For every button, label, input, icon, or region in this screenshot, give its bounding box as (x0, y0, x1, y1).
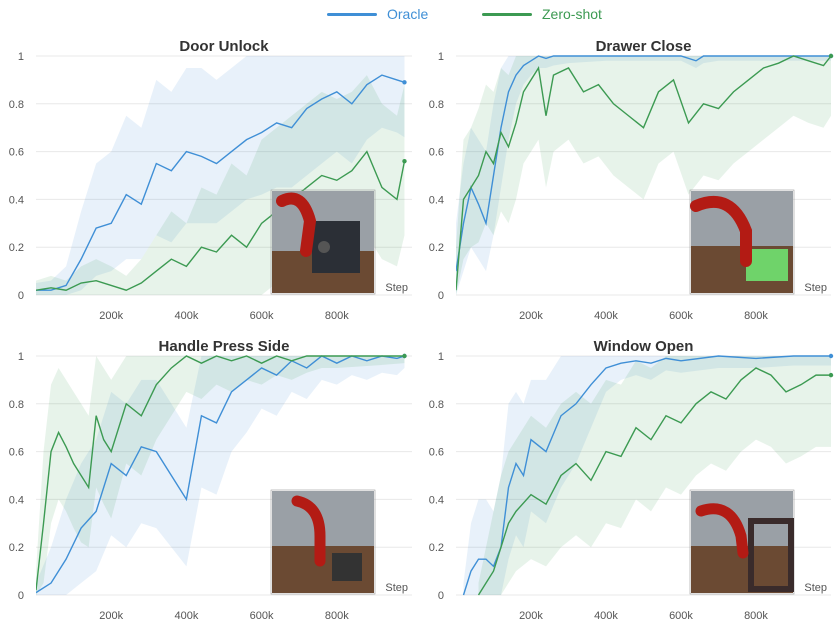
band-zero-shot (456, 56, 831, 295)
inset-robot-render (270, 189, 376, 295)
line-zero-shot[interactable] (456, 55, 831, 291)
line-oracle[interactable] (36, 355, 405, 594)
y-tick-label: 0.2 (9, 242, 24, 254)
line-oracle[interactable] (462, 355, 832, 596)
x-tick-label: 800k (744, 610, 768, 622)
x-tick-label: 600k (669, 610, 693, 622)
x-tick-label: 600k (669, 310, 693, 322)
legend-swatch-zeroshot (482, 12, 532, 16)
band-zero-shot (36, 356, 405, 595)
chart-svg-drawer-close: Drawer Close 0 0.2 0.4 0.6 0.8 1 200k 400k 600k 80… (429, 38, 834, 322)
x-tick-label: 400k (174, 310, 198, 322)
panel-door-unlock: Door Unlock 0 0.2 0.4 0.6 0.8 1 200k 400k 600k 800… (0, 34, 420, 330)
y-tick-label: 0.2 (429, 242, 444, 254)
y-tick-label: 0.8 (9, 399, 24, 411)
inset-robot-render (270, 489, 376, 595)
y-tick-label: 0.6 (9, 447, 24, 459)
endpoint-zero-shot (828, 53, 834, 59)
line-oracle[interactable] (456, 55, 831, 272)
y-tick-label: 0.4 (9, 194, 24, 206)
panel-window-open: Window Open 0 0.2 0.4 0.6 0.8 1 200k 400k 600k 800… (420, 334, 839, 630)
y-tick-label: 0.8 (429, 399, 444, 411)
x-tick-label: 600k (250, 310, 274, 322)
x-tick-label: 800k (325, 310, 349, 322)
x-tick-label: 600k (250, 610, 274, 622)
inset-robot-render (689, 489, 795, 595)
legend-item-oracle[interactable]: Oracle (327, 6, 428, 22)
x-tick-label: 200k (519, 310, 543, 322)
inset-frame (270, 189, 376, 295)
endpoint-zero-shot (828, 372, 834, 378)
y-tick-label: 0.8 (429, 99, 444, 111)
panel-handle-press-side: Handle Press Side 0 0.2 0.4 0.6 0.8 1 200k 400k 6… (0, 334, 420, 630)
line-zero-shot[interactable] (477, 367, 832, 596)
x-tick-label: 400k (594, 610, 618, 622)
x-axis-label: Step (804, 582, 827, 594)
legend-label-zeroshot: Zero-shot (542, 6, 602, 22)
y-tick-label: 0 (18, 290, 24, 302)
y-tick-label: 0.6 (429, 147, 444, 159)
y-tick-label: 1 (18, 351, 24, 363)
x-tick-label: 200k (99, 610, 123, 622)
chart-svg-handle-press-side: Handle Press Side 0 0.2 0.4 0.6 0.8 1 200k 400k 6… (9, 338, 412, 622)
y-tick-label: 0.2 (9, 542, 24, 554)
y-tick-label: 0 (438, 590, 444, 602)
endpoint-oracle (402, 80, 407, 85)
y-tick-label: 1 (18, 51, 24, 63)
line-zero-shot[interactable] (36, 355, 405, 591)
inset-frame (689, 189, 795, 295)
x-axis-label: Step (385, 582, 408, 594)
y-tick-label: 0 (18, 590, 24, 602)
y-tick-label: 1 (438, 51, 444, 63)
y-tick-label: 0.6 (9, 147, 24, 159)
legend-swatch-oracle (327, 12, 377, 16)
endpoint-zero-shot (402, 353, 407, 359)
y-tick-label: 0.4 (9, 494, 24, 506)
legend-label-oracle: Oracle (387, 6, 429, 22)
chart-svg-window-open: Window Open 0 0.2 0.4 0.6 0.8 1 200k 400k 600k 800… (429, 338, 834, 622)
inset-frame (270, 489, 376, 595)
line-oracle[interactable] (36, 74, 405, 291)
x-tick-label: 800k (325, 610, 349, 622)
x-tick-label: 200k (99, 310, 123, 322)
panel-title: Window Open (594, 338, 694, 355)
band-oracle (36, 56, 405, 295)
chart-svg-door-unlock: Door Unlock 0 0.2 0.4 0.6 0.8 1 200k 400k 600k 800… (9, 38, 412, 322)
line-zero-shot[interactable] (36, 150, 406, 291)
panel-title: Drawer Close (596, 38, 692, 55)
legend-item-zeroshot[interactable]: Zero-shot (482, 6, 602, 22)
y-tick-label: 0.8 (9, 99, 24, 111)
x-tick-label: 200k (519, 610, 543, 622)
y-tick-label: 0.4 (429, 494, 444, 506)
x-axis-label: Step (804, 282, 827, 294)
x-tick-label: 400k (174, 610, 198, 622)
panel-title: Door Unlock (179, 38, 269, 55)
x-axis-label: Step (385, 282, 408, 294)
panel-drawer-close: Drawer Close 0 0.2 0.4 0.6 0.8 1 200k 400k 600k 80… (420, 34, 839, 330)
y-tick-label: 0.4 (429, 194, 444, 206)
endpoint-oracle (828, 353, 834, 359)
x-tick-label: 400k (594, 310, 618, 322)
y-tick-label: 0.6 (429, 447, 444, 459)
inset-robot-render (689, 189, 795, 295)
panel-title: Handle Press Side (159, 338, 290, 355)
band-oracle (36, 356, 405, 595)
chart-legend: Oracle Zero-shot (0, 0, 839, 30)
endpoint-zero-shot (402, 158, 407, 164)
band-zero-shot (478, 356, 831, 595)
band-oracle (463, 356, 831, 595)
y-tick-label: 0.2 (429, 542, 444, 554)
y-tick-label: 1 (438, 351, 444, 363)
x-tick-label: 800k (744, 310, 768, 322)
y-tick-label: 0 (438, 290, 444, 302)
